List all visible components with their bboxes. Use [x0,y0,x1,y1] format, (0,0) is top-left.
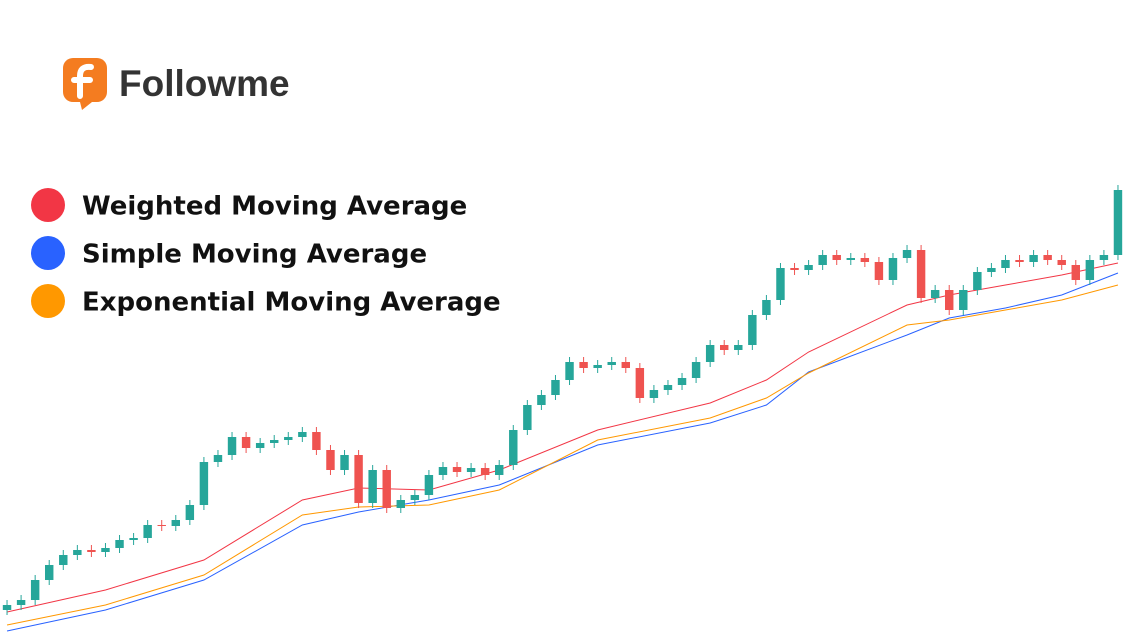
candle-body [410,495,420,500]
candle-body [2,605,12,610]
candle-body [227,437,237,455]
candle-body [368,470,377,503]
candle-body [663,385,673,390]
candle-body [73,550,82,555]
candle-body [523,405,532,430]
candle-body [762,300,771,315]
candle-body [846,258,855,260]
candle-body [677,378,687,385]
candle-body [340,455,349,470]
candle-body [804,265,813,270]
candle-body [495,465,504,475]
candle-body [748,315,757,345]
candle-body [213,455,223,462]
candle-body [466,468,476,472]
candle-body [509,430,518,465]
candle-body [1113,190,1123,255]
brand-name: Followme [119,63,290,104]
candle-body [438,467,448,475]
candle-body [930,290,940,298]
candle-body [790,268,799,270]
candle-body [396,500,405,508]
candle-body [480,468,490,475]
candle-body [705,345,715,362]
legend: Weighted Moving Average Simple Moving Ave… [31,188,501,318]
candle-body [59,555,68,565]
candle-body [621,362,630,368]
candle-body [1001,260,1010,268]
candle-body [354,455,363,503]
candle-body [199,462,209,505]
legend-marker [31,188,65,222]
legend-label: Simple Moving Average [82,240,427,270]
candle-body [452,467,462,472]
candle-body [973,272,982,290]
candle-body [115,540,124,548]
legend-label: Exponential Moving Average [82,288,501,318]
candle-body [424,475,434,495]
candle-body [185,505,195,520]
candle-body [284,437,293,440]
candle-body [551,380,560,395]
legend-marker [31,284,65,318]
logo: Followme [63,58,290,110]
candle-body [720,345,729,350]
candle-body [649,390,659,398]
candle-body [635,368,645,398]
candle-body [87,550,96,552]
candle-body [129,538,138,540]
candle-body [902,250,912,258]
logo-tail [80,102,92,110]
candle-body [382,470,391,508]
candle-body [16,600,26,605]
candle-body [593,365,602,368]
candle-body [874,262,884,280]
candle-body [143,525,152,538]
candle-body [537,395,546,405]
candle-body [734,345,743,350]
candle-body [691,362,701,378]
candle-body [832,255,841,260]
candle-body [312,432,321,450]
legend-label: Weighted Moving Average [82,192,467,222]
candle-body [916,250,926,298]
logo-f [71,63,94,99]
moving-average-line [6,284,1119,626]
candle-body [987,268,996,272]
candle-body [30,580,40,600]
plot [2,185,1123,632]
candle-body [607,362,616,365]
candle-body [101,548,110,552]
candle-body [1099,255,1109,260]
candle-body [270,440,279,443]
candle-body [579,362,588,368]
candle-body [959,290,968,310]
candle-body [241,437,251,448]
candle-body [565,362,574,380]
candle-body [776,268,785,300]
candle-body [157,525,166,526]
candle-body [888,258,898,280]
candle-body [45,565,54,580]
candle-body [326,450,335,470]
candle-body [1015,260,1024,262]
candle-body [1071,265,1080,280]
candle-body [945,290,954,310]
candle-body [171,520,180,526]
candle-body [1029,255,1038,262]
candle-body [860,258,870,262]
candle-body [1043,255,1052,260]
candle-body [298,432,307,437]
legend-marker [31,236,65,270]
candle-body [818,255,827,265]
candle-body [255,443,265,448]
candle-body [1085,260,1095,280]
moving-average-line [6,272,1119,632]
candle-body [1057,260,1066,265]
